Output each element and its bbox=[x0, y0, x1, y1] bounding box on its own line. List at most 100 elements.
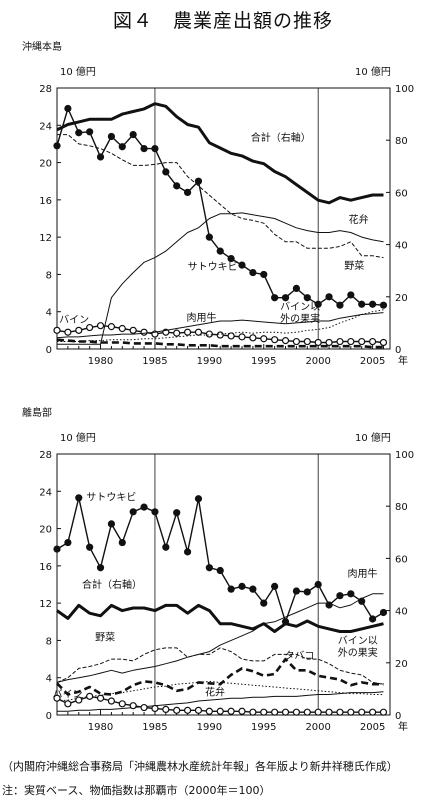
series-7-point bbox=[281, 708, 290, 716]
series-7-point bbox=[347, 708, 355, 716]
series-4-point bbox=[379, 338, 388, 347]
x-tick-label: 1980 bbox=[88, 356, 113, 367]
series-0-point bbox=[216, 566, 224, 575]
series-1-point bbox=[194, 177, 203, 185]
series-4-line bbox=[56, 657, 384, 696]
series-7-point bbox=[260, 708, 268, 716]
y-right-tick-label: 80 bbox=[395, 502, 408, 513]
y-left-tick-label: 8 bbox=[46, 270, 52, 281]
x-tick-label: 1980 bbox=[88, 722, 113, 733]
y-right-tick-label: 100 bbox=[395, 450, 414, 461]
series-1-label: サトウキビ bbox=[188, 261, 238, 273]
series-7-point bbox=[107, 697, 116, 705]
series-2-label: 肉用牛 bbox=[348, 567, 378, 580]
series-7-point bbox=[129, 702, 137, 710]
series-1-point bbox=[205, 233, 213, 241]
figure-title: 図４ 農業産出額の推移 bbox=[112, 10, 333, 32]
series-1-point bbox=[281, 294, 290, 302]
series-1-point bbox=[173, 182, 181, 190]
series-7-point bbox=[379, 708, 388, 716]
series-1-point bbox=[358, 300, 366, 308]
series-1-point bbox=[216, 247, 224, 255]
series-4-point bbox=[183, 328, 192, 336]
series-7-point bbox=[336, 708, 344, 716]
series-7-point bbox=[314, 708, 322, 716]
series-6-label: 外の果実 bbox=[280, 312, 320, 325]
y-left-tick-label: 20 bbox=[39, 159, 52, 170]
series-7-point bbox=[162, 705, 170, 714]
y-right-tick-label: 0 bbox=[395, 711, 401, 722]
series-7-point bbox=[238, 707, 246, 715]
y-right-tick-label: 20 bbox=[395, 293, 408, 304]
y-left-tick-label: 20 bbox=[39, 525, 52, 536]
series-7-point bbox=[53, 694, 61, 702]
series-7-point bbox=[303, 708, 311, 716]
series-4-point bbox=[325, 338, 333, 347]
series-4-point bbox=[205, 330, 213, 338]
series-1-point bbox=[151, 144, 159, 153]
series-3-label: 花弁 bbox=[349, 213, 369, 226]
series-4-point bbox=[314, 338, 322, 347]
series-1-point bbox=[271, 294, 279, 302]
footnote: 注：実質ベース、物価指数は那覇市（2000年＝100） bbox=[2, 784, 271, 797]
series-3-line bbox=[56, 647, 384, 685]
series-1-point bbox=[303, 294, 311, 302]
x-tick-label: 1995 bbox=[251, 356, 276, 367]
series-6-label: バイン以 bbox=[280, 301, 320, 313]
series-0-point bbox=[173, 509, 181, 517]
y-left-tick-label: 28 bbox=[39, 84, 52, 95]
x-tick-label: 2005 bbox=[360, 356, 385, 367]
y-left-tick-label: 12 bbox=[39, 599, 52, 610]
series-7-point bbox=[194, 706, 203, 714]
series-7-point bbox=[358, 708, 366, 716]
series-2-label: 野菜 bbox=[344, 260, 364, 272]
series-0-point bbox=[183, 548, 192, 556]
series-4-point bbox=[64, 328, 72, 336]
series-1-point bbox=[183, 188, 192, 196]
x-tick-label: 2000 bbox=[305, 356, 330, 367]
series-4-point bbox=[358, 337, 366, 346]
series-5-label: バイン以 bbox=[338, 635, 378, 647]
series-0-point bbox=[129, 508, 137, 516]
series-4-point bbox=[118, 324, 126, 333]
series-6-line bbox=[57, 309, 384, 342]
y-right-tick-label: 100 bbox=[395, 84, 414, 95]
series-0-point bbox=[325, 601, 333, 609]
series-2-line bbox=[56, 593, 384, 683]
series-2-line bbox=[57, 134, 384, 259]
x-axis-unit: 年 bbox=[398, 354, 408, 367]
y-left-tick-label: 8 bbox=[46, 636, 52, 647]
y-right-tick-label: 60 bbox=[395, 188, 408, 199]
series-0-point bbox=[238, 582, 246, 590]
left-axis-unit: 10 億円 bbox=[60, 65, 96, 78]
series-0-point bbox=[53, 545, 61, 553]
x-tick-label: 1990 bbox=[197, 356, 222, 367]
series-1-point bbox=[249, 268, 257, 277]
y-left-tick-label: 12 bbox=[39, 233, 52, 244]
series-4-point bbox=[292, 337, 301, 346]
series-5-line bbox=[56, 680, 384, 702]
series-7-point bbox=[368, 708, 377, 716]
series-1-point bbox=[75, 129, 83, 137]
series-7-point bbox=[173, 706, 181, 714]
series-7-point bbox=[249, 708, 257, 716]
series-4-point bbox=[75, 326, 83, 334]
series-7-point bbox=[271, 708, 279, 716]
series-0-line bbox=[56, 102, 384, 205]
y-left-tick-label: 16 bbox=[39, 196, 52, 207]
series-1-point bbox=[129, 131, 137, 139]
series-7-point bbox=[205, 707, 213, 715]
x-tick-label: 1995 bbox=[251, 722, 276, 733]
y-right-tick-label: 0 bbox=[395, 345, 401, 356]
series-7-point bbox=[86, 692, 94, 700]
series-4-label: バイン bbox=[59, 314, 89, 326]
series-7-point bbox=[75, 696, 83, 704]
x-tick-label: 2005 bbox=[360, 722, 385, 733]
y-left-tick-label: 24 bbox=[39, 487, 52, 498]
series-7-point bbox=[140, 703, 148, 712]
series-1-point bbox=[140, 144, 148, 153]
series-0-point bbox=[64, 538, 72, 547]
plot-frame bbox=[56, 453, 391, 716]
series-0-point bbox=[379, 608, 388, 617]
series-1-point bbox=[162, 168, 170, 176]
